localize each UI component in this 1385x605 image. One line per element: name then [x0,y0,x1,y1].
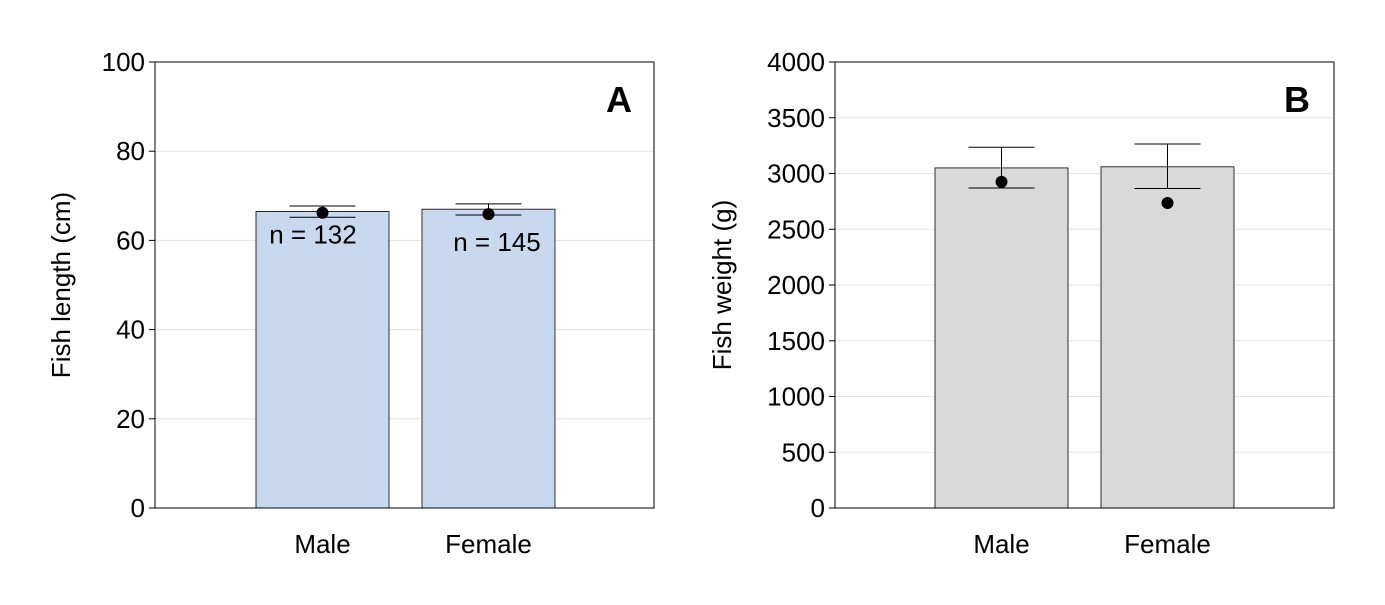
x-tick-label: Male [294,529,350,559]
y-tick-label: 1500 [767,326,825,356]
plot-frame [154,61,655,509]
bar-male [934,167,1069,509]
y-tick-label: 2000 [767,270,825,300]
bar-male [255,211,390,509]
panel-b: Male Female 0 500 1000 1500 2000 2500 3000 3500 40… [707,47,1335,559]
x-tick-label: Female [445,529,532,559]
y-axis-label: Fish length (cm) [46,192,76,378]
y-tick-label: 40 [116,315,145,345]
y-tick-label: 4000 [767,47,825,77]
panel-label: A [606,79,632,120]
y-tick-label: 3500 [767,103,825,133]
y-tick-label: 500 [782,437,825,467]
x-tick-label: Male [973,529,1029,559]
data-point-female [482,208,495,221]
y-tick-label: 1000 [767,382,825,412]
y-tick-label: 3000 [767,159,825,189]
y-tick-label: 0 [131,493,145,523]
bar-female [1100,166,1235,509]
y-tick-label: 60 [116,225,145,255]
sample-size-label: n = 145 [453,227,540,257]
y-tick-label: 2500 [767,214,825,244]
data-point-male [995,175,1008,188]
y-axis-label: Fish weight (g) [707,200,737,371]
y-tick-label: 20 [116,404,145,434]
y-tick-label: 100 [102,47,145,77]
sample-size-label: n = 132 [269,219,356,249]
x-tick-label: Female [1124,529,1211,559]
y-tick-label: 0 [811,493,825,523]
data-point-female [1161,197,1174,210]
data-point-male [316,206,329,219]
y-tick-label: 80 [116,136,145,166]
panel-label: B [1284,79,1310,120]
panel-a: Male n = 132 Female n = 145 0 20 40 60 80 100 Fish… [46,47,655,559]
